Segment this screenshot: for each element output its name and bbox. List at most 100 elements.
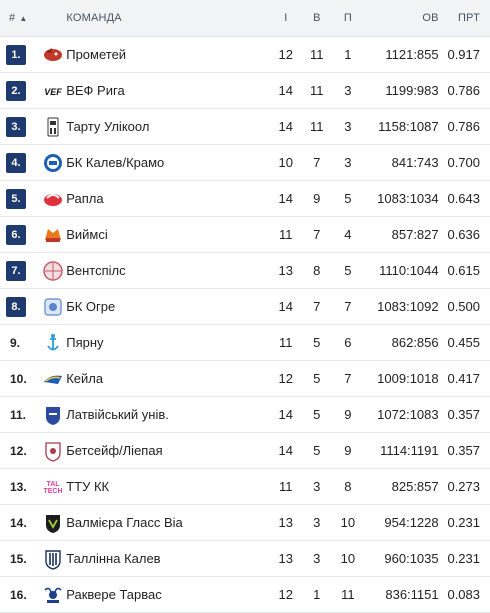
team-name[interactable]: Вентспілс [66,263,126,278]
losses: 3 [344,155,352,170]
team-name[interactable]: Латвійський унів. [66,407,169,422]
table-row[interactable]: 7. Вентспілс 13 8 5 1110:1044 0.615 [0,253,490,289]
wins: 5 [313,335,321,350]
losses: 5 [344,263,352,278]
table-row[interactable]: 6. Виймсі 11 7 4 857:827 0.636 [0,217,490,253]
header-losses[interactable]: П [343,12,352,24]
win-percentage: 0.357 [447,443,481,458]
games-played: 14 [278,119,293,134]
points-score: 841:743 [391,155,439,170]
losses: 1 [344,47,352,62]
wins: 5 [313,407,321,422]
team-name[interactable]: Бетсейф/Ліепая [66,443,163,458]
position-cell: 2. [0,80,40,101]
position-cell: 16. [0,588,40,602]
win-percentage: 0.273 [447,479,481,494]
team-name[interactable]: Тарту Улікоол [66,119,150,134]
points-score: 1009:1018 [377,371,439,386]
position-number: 13. [10,479,27,494]
header-position[interactable]: # ▲ [0,12,40,24]
table-row[interactable]: 8. БК Огре 14 7 7 1083:1092 0.500 [0,289,490,325]
points-score: 857:827 [391,227,439,242]
games-played: 10 [278,155,293,170]
table-row[interactable]: 16. Раквере Тарвас 12 1 11 836:1151 0.083 [0,577,490,613]
team-name[interactable]: ВЕФ Рига [66,83,125,98]
table-row[interactable]: 4. БК Калев/Крамо 10 7 3 841:743 0.700 [0,145,490,181]
playoff-position-badge: 5. [6,188,26,209]
ttu-logo: TAL TECH [40,476,66,498]
table-row[interactable]: 2. VEF ВЕФ Рига 14 11 3 1199:983 0.786 [0,73,490,109]
team-name[interactable]: БК Огре [66,299,116,314]
games-played: 12 [278,587,293,602]
team-name[interactable]: Кейла [66,371,104,386]
table-row[interactable]: 1. Прометей 12 11 1 1121:855 0.917 [0,37,490,73]
table-row[interactable]: 14. Валмієра Гласс Віа 13 3 10 954:1228 0.231 [0,505,490,541]
win-percentage: 0.786 [447,83,481,98]
win-percentage: 0.357 [447,407,481,422]
wins: 11 [310,83,324,98]
team-name[interactable]: ТТУ КК [66,479,110,494]
games-played: 14 [278,407,293,422]
team-name[interactable]: Раквере Тарвас [66,587,162,602]
wins: 9 [313,191,321,206]
table-row[interactable]: 13. TAL TECH ТТУ КК 11 3 8 825:857 0.273 [0,469,490,505]
table-row[interactable]: 9. Пярну 11 5 6 862:856 0.455 [0,325,490,361]
win-percentage: 0.083 [447,587,481,602]
position-cell: 9. [0,336,40,350]
position-cell: 15. [0,552,40,566]
header-pct[interactable]: ПРТ [457,12,481,24]
header-games[interactable]: І [284,12,288,24]
points-score: 1110:1044 [379,263,439,278]
table-row[interactable]: 3. Тарту Улікоол 14 11 3 1158:1087 0.786 [0,109,490,145]
team-name[interactable]: БК Калев/Крамо [66,155,165,170]
valmiera-logo [40,512,66,534]
losses: 3 [344,83,352,98]
games-played: 14 [278,443,293,458]
header-wins[interactable]: В [313,12,321,24]
viimsi-logo [40,224,66,246]
games-played: 14 [278,83,293,98]
table-row[interactable]: 10. Кейла 12 5 7 1009:1018 0.417 [0,361,490,397]
games-played: 14 [278,191,293,206]
team-name[interactable]: Виймсі [66,227,108,242]
table-row[interactable]: 12. Бетсейф/Ліепая 14 5 9 1114:1191 0.357 [0,433,490,469]
losses: 7 [344,371,352,386]
losses: 6 [344,335,352,350]
points-score: 1114:1191 [380,443,439,458]
team-name[interactable]: Прометей [66,47,127,62]
team-name[interactable]: Таллінна Калев [66,551,161,566]
header-position-label: # [9,12,16,24]
rapla-logo [40,188,66,210]
table-row[interactable]: 5. Рапла 14 9 5 1083:1034 0.643 [0,181,490,217]
team-name[interactable]: Пярну [66,335,104,350]
table-row[interactable]: 15. Таллінна Калев 13 3 10 960:1035 0.231 [0,541,490,577]
svg-text:VEF: VEF [44,87,62,97]
position-cell: 7. [0,260,40,281]
position-number: 16. [10,587,27,602]
keila-logo [40,368,66,390]
sort-asc-icon[interactable]: ▲ [19,13,28,23]
position-number: 10. [10,371,27,386]
wins: 3 [313,479,321,494]
playoff-position-badge: 3. [6,116,26,137]
points-score: 1072:1083 [377,407,439,422]
wins: 7 [313,299,321,314]
points-score: 1083:1034 [377,191,439,206]
team-name[interactable]: Рапла [66,191,104,206]
wins: 11 [310,47,324,62]
team-name[interactable]: Валмієра Гласс Віа [66,515,183,530]
points-score: 1121:855 [385,47,439,62]
table-header: # ▲ КОМАНДА І В П ОВ ПРТ [0,0,490,37]
ogre-logo [40,296,66,318]
win-percentage: 0.417 [447,371,481,386]
losses: 8 [344,479,352,494]
losses: 7 [344,299,352,314]
points-score: 954:1228 [384,515,439,530]
win-percentage: 0.500 [447,299,481,314]
games-played: 11 [278,227,293,242]
header-team[interactable]: КОМАНДА [66,12,122,24]
kalev-cramo-logo [40,152,66,174]
table-row[interactable]: 11. Латвійський унів. 14 5 9 1072:1083 0.357 [0,397,490,433]
games-played: 11 [278,479,293,494]
header-points[interactable]: ОВ [422,12,439,24]
